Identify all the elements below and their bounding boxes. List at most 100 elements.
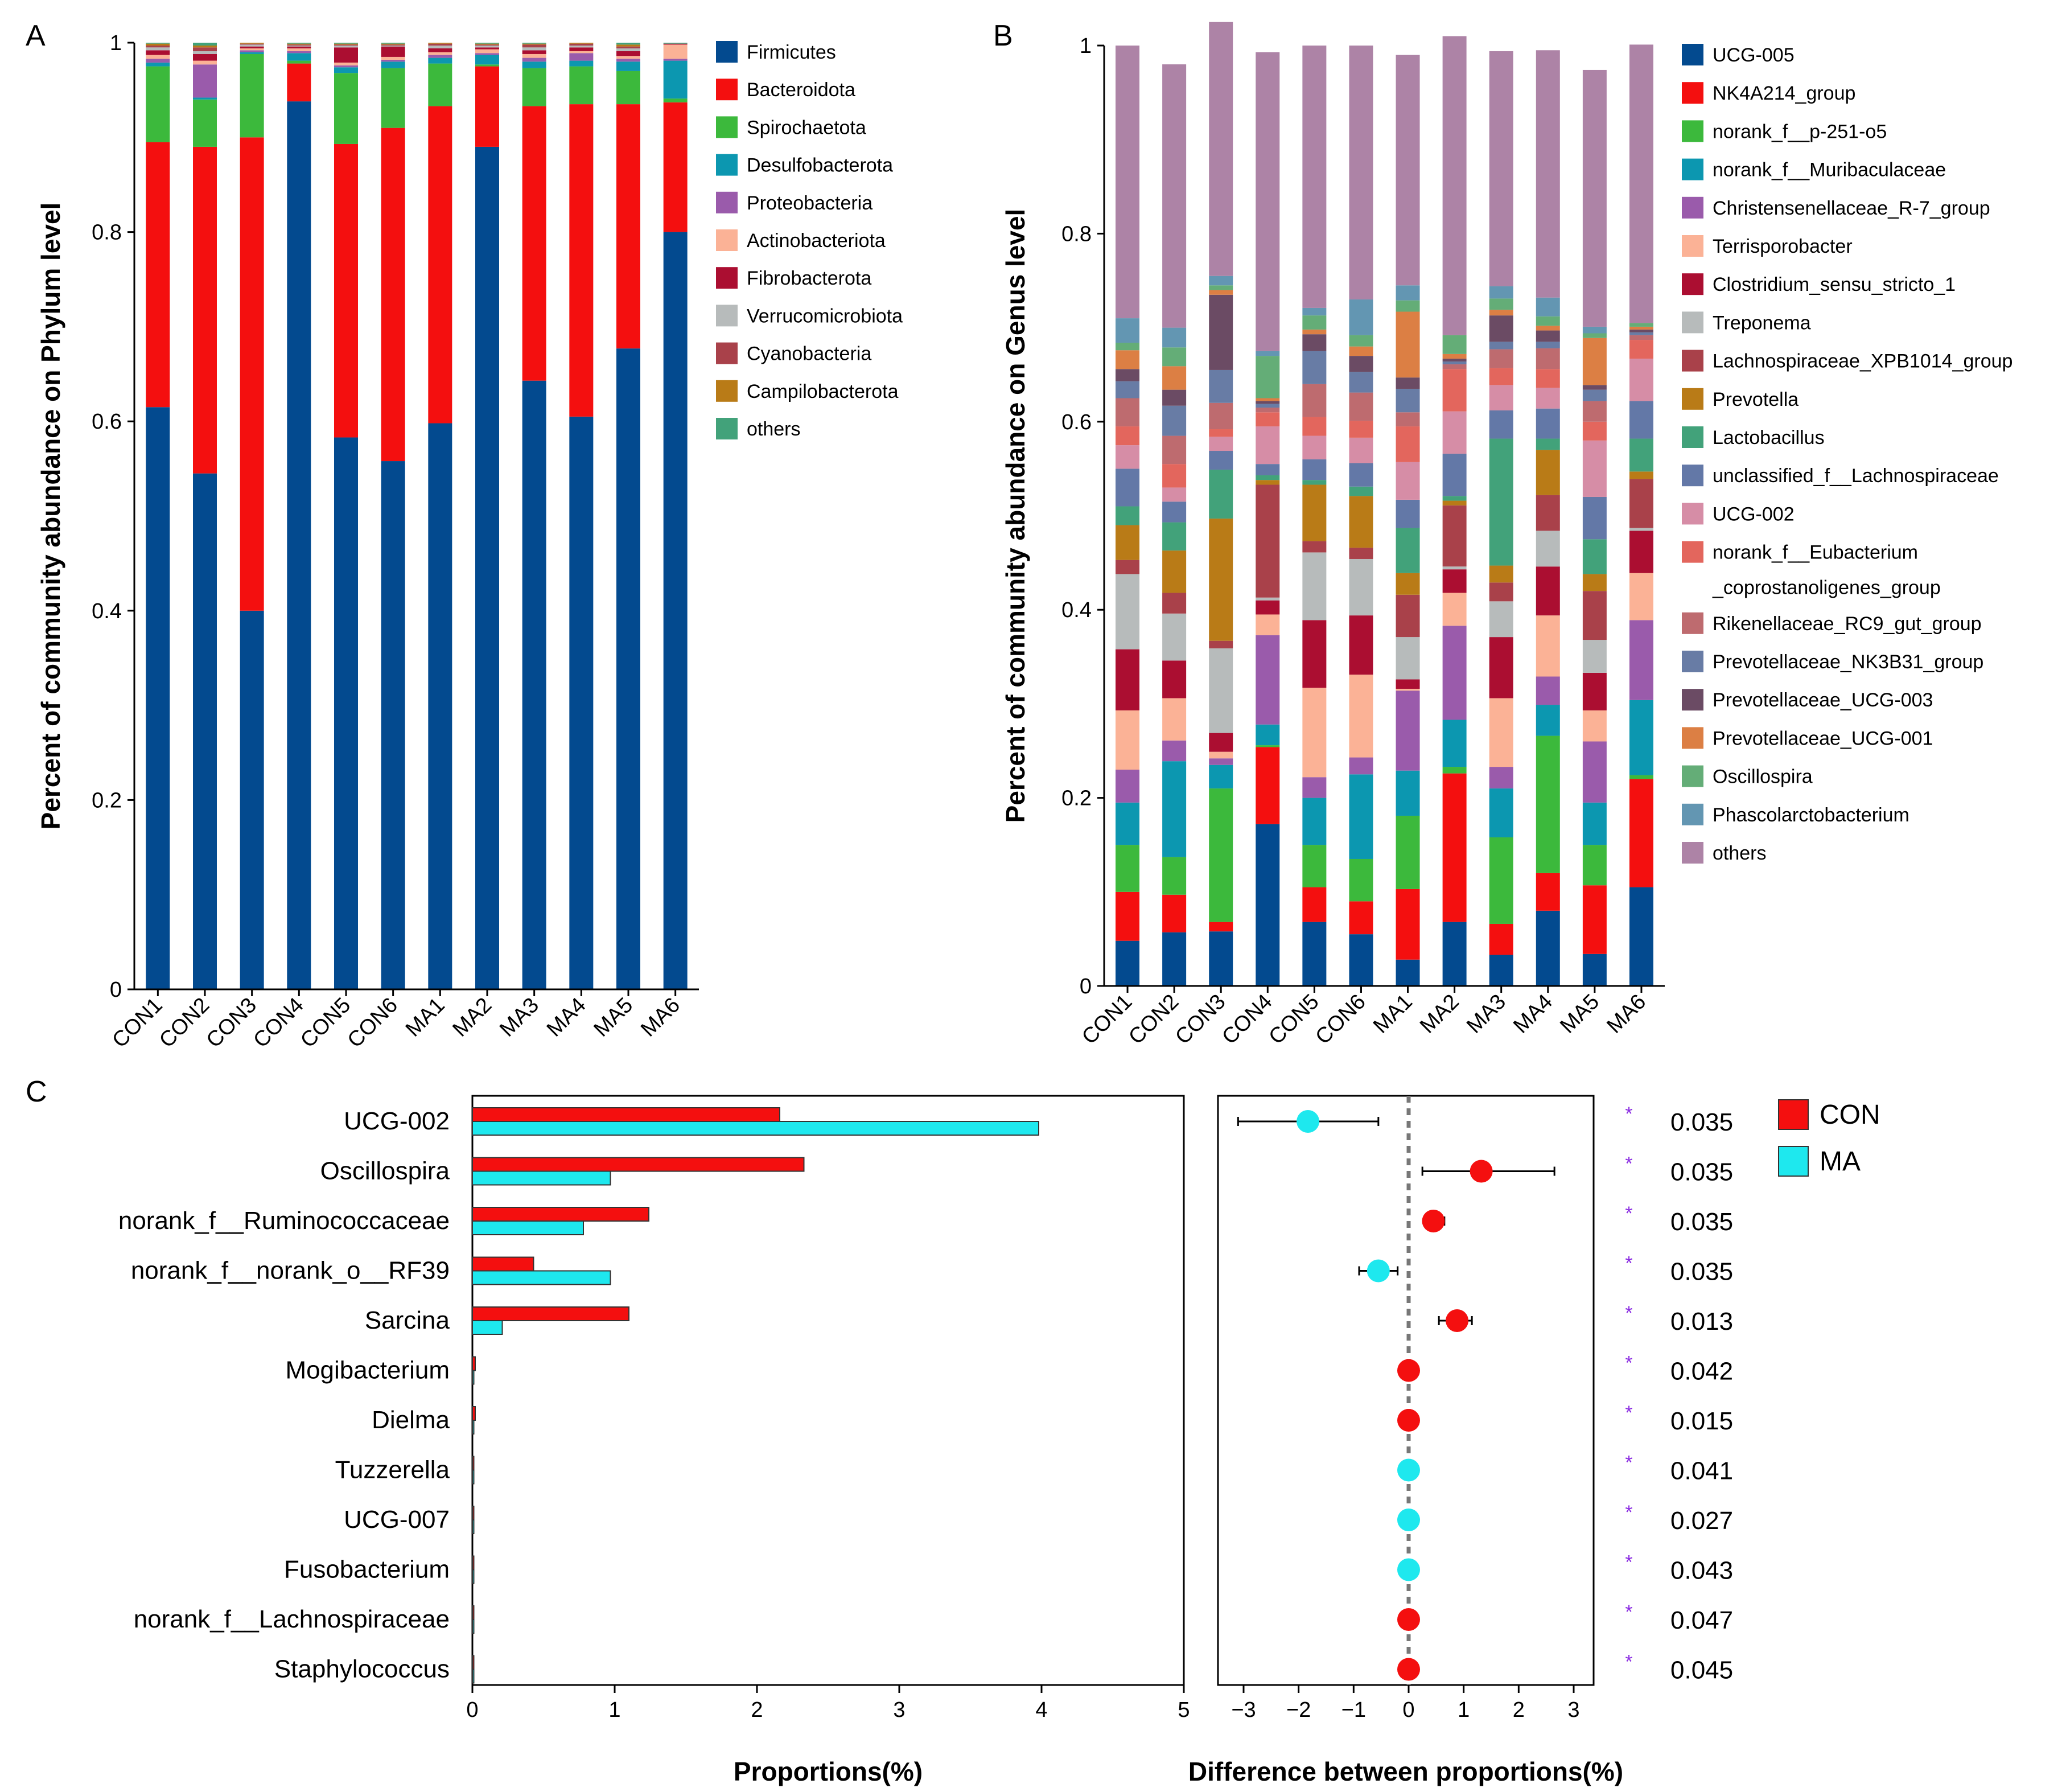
- legend-swatch: [716, 267, 738, 289]
- bar-con1-treponema: [1116, 574, 1140, 650]
- legend-swatch: [1682, 196, 1703, 219]
- bar-ma6-actinobacteriota: [663, 44, 688, 59]
- bar-ma4-lactobacillus: [1536, 438, 1560, 450]
- bar-ma2-christensenellaceae-r-7-group: [1442, 626, 1467, 720]
- bar-con5-clostridium-sensu-stricto-1: [1302, 620, 1327, 688]
- bar-con4-lachnospiraceae-xpb1014-group: [1256, 484, 1280, 598]
- bar-ma3-lactobacillus: [1489, 438, 1513, 566]
- difference-point-fusobacterium: [1397, 1558, 1420, 1581]
- bar-con2-lactobacillus: [1162, 522, 1187, 551]
- bar-ma6-prevotellaceae-ucg-003: [1629, 329, 1653, 332]
- bar-con3-ucg-002: [1209, 437, 1233, 451]
- bar-con4-unclassified-f-lachnospiraceae: [1256, 464, 1280, 475]
- legend-swatch: [1682, 465, 1703, 487]
- bar-con3-norank-f-eubacterium-coprostanoligenes-group: [1209, 429, 1233, 437]
- p-value: 0.035: [1670, 1158, 1733, 1186]
- y-tick-label: 0.4: [92, 599, 122, 623]
- difference-point-mogibacterium: [1397, 1359, 1420, 1382]
- significance-star: *: [1625, 1651, 1632, 1673]
- bar-con6-clostridium-sensu-stricto-1: [1349, 615, 1373, 675]
- bar-con3-spirochaetota: [240, 54, 264, 138]
- difference-point-dielma: [1397, 1409, 1420, 1432]
- x-tick-label: 1: [608, 1698, 620, 1722]
- plot-frame: [1217, 1095, 1595, 1686]
- legend-label: Proteobacteria: [747, 192, 873, 214]
- bar-ma2-cyanobacteria: [475, 44, 499, 46]
- bar-ma4-nk4a214-group: [1536, 873, 1560, 911]
- legend-label: Treponema: [1713, 312, 1811, 334]
- bar-con6-norank-f-muribaculaceae: [1349, 774, 1373, 859]
- bar-ma3-unclassified-f-lachnospiraceae: [1489, 410, 1513, 439]
- y-axis-title: Percent of community abundance on Phylum…: [36, 203, 65, 830]
- legend-label: Bacteroidota: [747, 79, 855, 101]
- bar-con2-prevotellaceae-ucg-003: [1162, 389, 1187, 406]
- bar-ma4-cyanobacteria: [569, 43, 594, 46]
- bar-ma6-ucg-005: [1629, 887, 1653, 986]
- bar-ma1-lactobacillus: [1396, 528, 1420, 573]
- bar-con2-prevotella: [1162, 550, 1187, 593]
- x-axis-title: Difference between proportions(%): [1188, 1757, 1623, 1786]
- bar-ma4-rikenellaceae-rc9-gut-group: [1536, 348, 1560, 369]
- bar-con6-terrisporobacter: [1349, 675, 1373, 758]
- bar-con6-bacteroidota: [381, 128, 405, 462]
- bar-con5-phascolarctobacterium: [1302, 307, 1327, 316]
- significance-star: *: [1625, 1402, 1632, 1424]
- bar-ma4-oscillospira: [1536, 316, 1560, 326]
- bar-ma5-nk4a214-group: [1582, 885, 1607, 954]
- bar-con3-christensenellaceae-r-7-group: [1209, 758, 1233, 765]
- bar-ma4-prevotella: [1536, 450, 1560, 495]
- bar-ma2-norank-f-p-251-o5: [1442, 767, 1467, 774]
- x-tick-label: CON2: [1124, 990, 1183, 1049]
- bar-ma3-others: [1489, 51, 1513, 286]
- bar-ma2-others: [475, 43, 499, 44]
- bar-ma4-prevotellaceae-ucg-001: [1536, 326, 1560, 331]
- legend-label: UCG-005: [1713, 44, 1795, 66]
- bar-con3-verrucomicrobiota: [240, 44, 264, 47]
- bar-con3-clostridium-sensu-stricto-1: [1209, 733, 1233, 752]
- bar-ma4-ucg-005: [1536, 910, 1560, 986]
- bar-ma2-treponema: [1442, 566, 1467, 570]
- legend-swatch: [1682, 541, 1703, 563]
- bar-con6-spirochaetota: [381, 68, 405, 128]
- bar-con6-norank-f-p-251-o5: [1349, 858, 1373, 902]
- bar-con1-proteobacteria: [146, 59, 170, 63]
- bar-con2-firmicutes: [193, 473, 217, 989]
- bar-ma2-bacteroidota: [475, 66, 499, 147]
- bar-con1-firmicutes: [146, 407, 170, 989]
- bar-ma6-ucg-002: [1629, 359, 1653, 401]
- bar-con6-actinobacteriota: [381, 56, 405, 60]
- bar-ma5-prevotellaceae-nk3b31-group: [1582, 389, 1607, 401]
- bar-con4-treponema: [1256, 597, 1280, 601]
- difference-point-norank-f-ruminococcaceae: [1422, 1210, 1445, 1232]
- bar-con3-others: [1209, 22, 1233, 276]
- bar-con6-phascolarctobacterium: [1349, 299, 1373, 335]
- bar-con5-rikenellaceae-rc9-gut-group: [1302, 384, 1327, 417]
- bar-con4-terrisporobacter: [1256, 614, 1280, 635]
- bar-ma1-proteobacteria: [428, 55, 452, 58]
- bar-ma-ucg-007: [472, 1519, 475, 1534]
- bar-ma6-clostridium-sensu-stricto-1: [1629, 531, 1653, 573]
- bar-ma5-treponema: [1582, 640, 1607, 673]
- legend-swatch: [1682, 803, 1703, 825]
- bar-ma3-campilobacterota: [522, 43, 546, 45]
- bar-ma5-ucg-005: [1582, 953, 1607, 986]
- bar-ma3-verrucomicrobiota: [522, 47, 546, 51]
- bar-ma2-ucg-002: [1442, 411, 1467, 454]
- bar-con1-ucg-002: [1116, 445, 1140, 469]
- bar-con2-oscillospira: [1162, 347, 1187, 367]
- difference-point-norank-f-norank-o-rf39: [1367, 1259, 1390, 1283]
- bar-ma6-norank-f-p-251-o5: [1629, 775, 1653, 779]
- genus-stacked-bar-chart: CON1CON2CON3CON4CON5CON6MA1MA2MA3MA4MA5M…: [1001, 22, 2013, 1049]
- bar-ma5-terrisporobacter: [1582, 710, 1607, 742]
- legend-swatch: [1682, 765, 1703, 787]
- bar-con5-others: [1302, 46, 1327, 308]
- x-tick-label: CON4: [1217, 990, 1277, 1049]
- bar-con6-ucg-002: [1349, 437, 1373, 463]
- bar-ma-mogibacterium: [472, 1370, 475, 1385]
- bar-con6-unclassified-f-lachnospiraceae: [1349, 463, 1373, 487]
- y-tick-label: 0.8: [1061, 222, 1092, 246]
- bar-ma3-lachnospiraceae-xpb1014-group: [1489, 582, 1513, 602]
- bar-ma6-oscillospira: [1629, 323, 1653, 327]
- bar-ma1-treponema: [1396, 637, 1420, 680]
